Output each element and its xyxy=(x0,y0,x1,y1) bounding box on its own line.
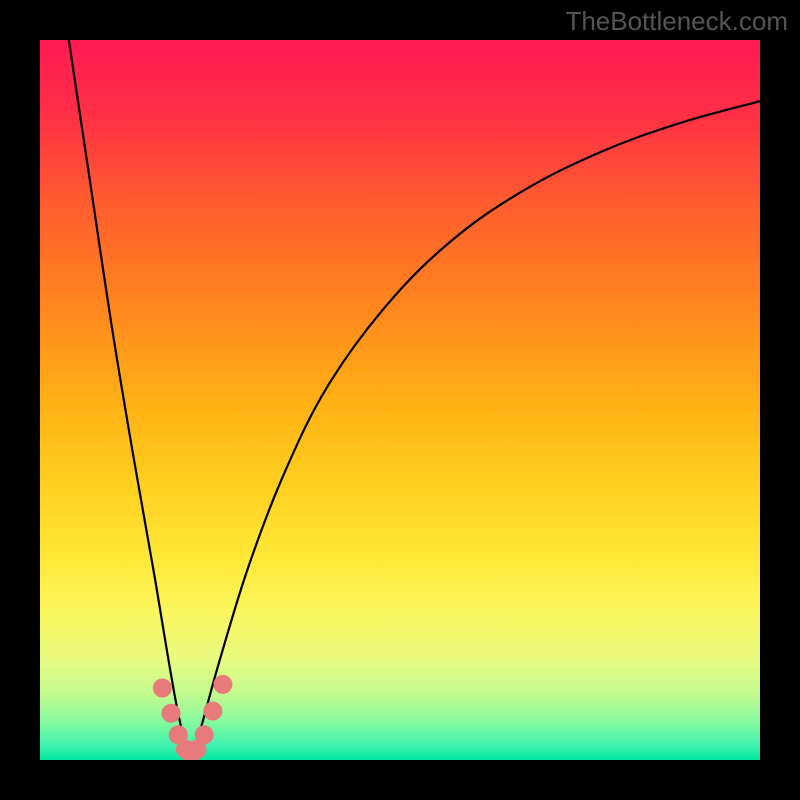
chart-container: TheBottleneck.com xyxy=(0,0,800,800)
plot-area xyxy=(40,40,760,760)
curve-right-branch xyxy=(191,101,760,760)
curve-overlay xyxy=(40,40,760,760)
marker-point xyxy=(214,675,232,693)
curve-left-branch xyxy=(69,40,191,760)
watermark-text: TheBottleneck.com xyxy=(565,6,788,37)
marker-point xyxy=(204,702,222,720)
marker-point xyxy=(153,679,171,697)
marker-point xyxy=(162,704,180,722)
marker-point xyxy=(195,726,213,744)
